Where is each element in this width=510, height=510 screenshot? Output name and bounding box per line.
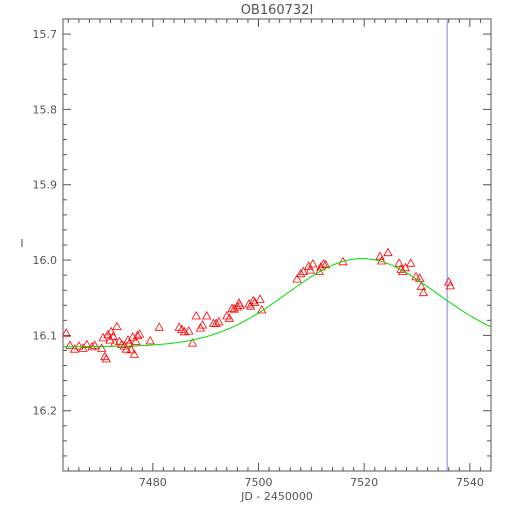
data-point-triangle: [214, 316, 224, 326]
data-point-triangle: [187, 338, 198, 347]
data-point-triangle: [383, 247, 393, 257]
data-point-triangle: [117, 339, 127, 348]
data-point-triangle: [184, 326, 194, 335]
data-point-triangle: [121, 344, 132, 353]
data-point-triangle: [376, 255, 387, 265]
data-point-triangle: [418, 287, 429, 297]
x-tick-label: 7540: [456, 476, 484, 489]
data-point-triangle: [154, 322, 164, 331]
data-point-triangle: [131, 336, 141, 345]
data-point-triangle: [69, 344, 80, 353]
x-tick-label: 7520: [350, 476, 378, 489]
x-tick-label: 7480: [139, 476, 167, 489]
data-point-triangle: [406, 258, 416, 267]
y-tick-label: 15.9: [33, 179, 58, 192]
data-point-triangle: [103, 329, 113, 339]
y-tick-label: 15.8: [33, 103, 58, 116]
data-point-triangle: [316, 261, 326, 271]
data-point-triangle: [415, 273, 425, 282]
data-point-triangle: [63, 328, 71, 337]
plot-content: [63, 19, 491, 471]
data-point-triangle: [112, 321, 122, 330]
data-point-triangle: [101, 353, 111, 363]
data-point-triangle: [222, 310, 232, 320]
x-tick-label: 7500: [245, 476, 273, 489]
chart-title: OB160732I: [241, 3, 314, 18]
y-axis-label: I: [20, 237, 23, 250]
data-point-triangle: [132, 330, 143, 339]
data-point-triangle: [292, 274, 302, 283]
data-point-triangle: [98, 332, 108, 342]
data-point-triangle: [296, 268, 306, 278]
data-point-triangle: [308, 258, 318, 268]
data-point-triangle: [445, 280, 455, 290]
data-point-triangle: [108, 331, 118, 340]
data-point-triangle: [90, 340, 100, 349]
data-point-triangle: [100, 351, 110, 361]
data-point-triangle: [124, 338, 134, 348]
data-point-triangle: [248, 295, 258, 305]
data-point-triangle: [211, 318, 221, 327]
data-point-triangle: [227, 303, 237, 312]
data-point-triangle: [305, 265, 315, 274]
data-point-triangle: [416, 281, 426, 290]
data-point-triangle: [174, 322, 184, 331]
data-point-triangle: [74, 341, 84, 350]
data-point-triangle: [123, 335, 133, 344]
data-point-triangle: [82, 339, 92, 348]
y-tick-label: 16.0: [33, 254, 58, 267]
data-point-triangle: [255, 294, 265, 303]
data-point-triangle: [298, 266, 309, 275]
data-point-triangle: [411, 271, 421, 281]
data-point-triangle: [235, 300, 245, 309]
data-point-triangle: [197, 320, 208, 329]
data-point-triangle: [129, 349, 139, 358]
y-tick-label: 16.1: [33, 329, 58, 342]
plot-frame: [62, 18, 492, 472]
model-curve: [63, 258, 491, 348]
data-point-triangle: [202, 310, 212, 320]
data-point-triangle: [400, 262, 411, 272]
data-point-triangle: [318, 258, 329, 268]
data-point-triangle: [106, 326, 116, 336]
data-point-triangle: [394, 258, 404, 267]
data-point-triangle: [224, 313, 235, 322]
data-point-triangle: [96, 343, 107, 352]
data-point-triangle: [126, 344, 136, 354]
plot-area: 7480 7500 7520 7540 15.7 15.8 15.9 16.0 16.1 16.2: [33, 18, 492, 489]
y-tick-label: 16.2: [33, 405, 58, 418]
data-point-triangle: [65, 340, 75, 349]
data-point-triangle: [191, 310, 201, 320]
x-axis-label: JD - 2450000: [240, 490, 313, 503]
data-point-triangle: [134, 329, 145, 338]
data-point-triangle: [320, 259, 331, 269]
data-point-triangle: [145, 335, 155, 345]
y-tick-label: 15.7: [33, 28, 58, 41]
